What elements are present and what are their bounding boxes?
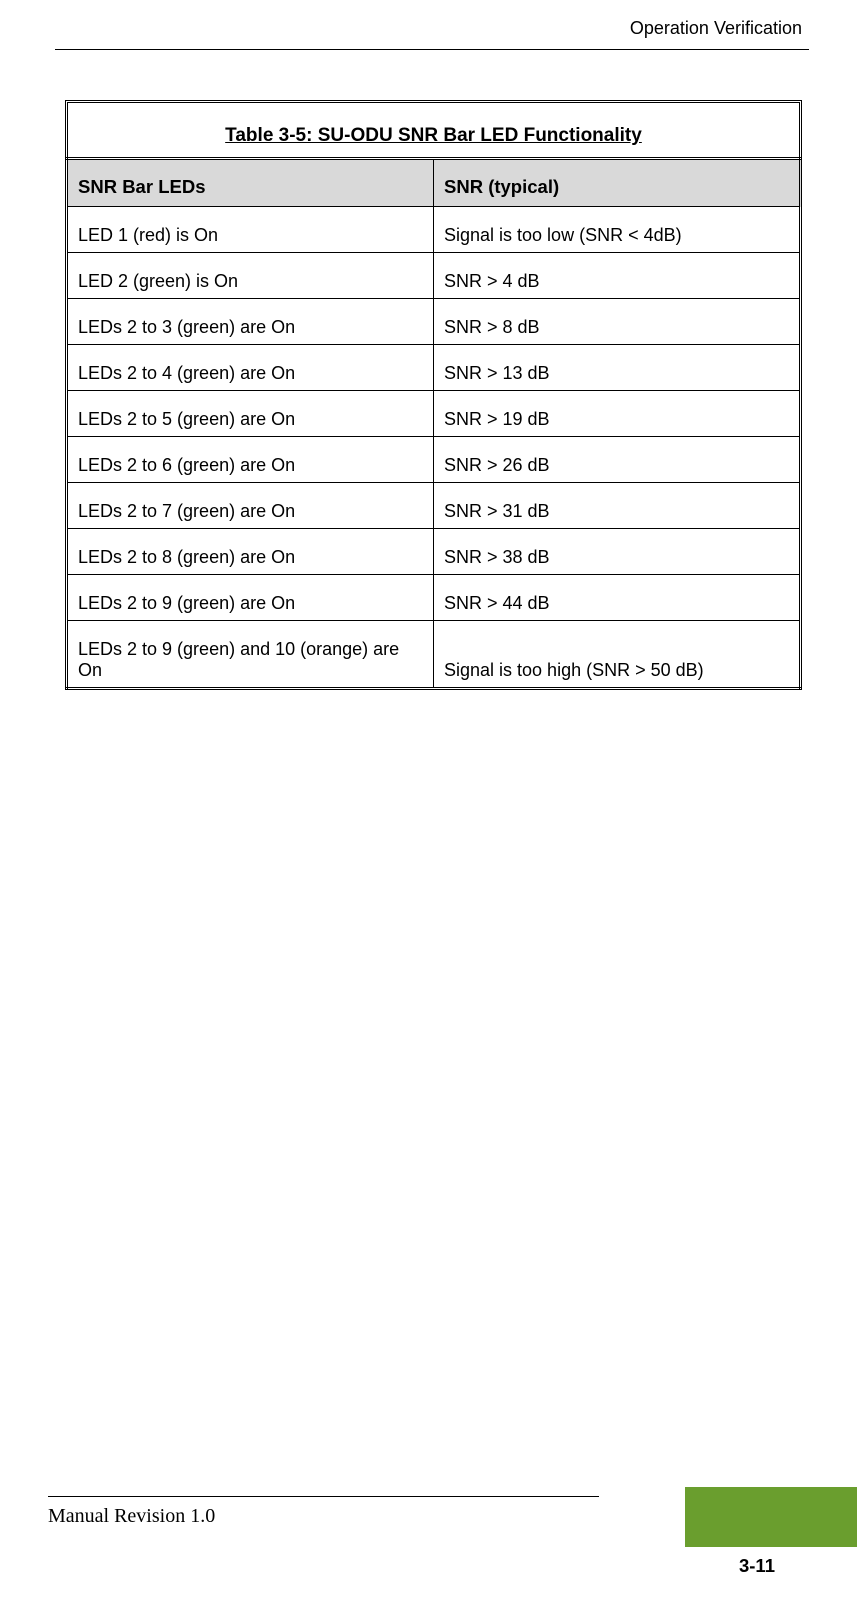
table-row: LED 1 (red) is On Signal is too low (SNR… [67,207,801,253]
table-cell: LEDs 2 to 7 (green) are On [67,483,434,529]
revision-text: Manual Revision 1.0 [48,1505,215,1528]
section-title: Operation Verification [630,18,802,38]
footer-content: Manual Revision 1.0 3-11 [0,1497,857,1605]
table-cell: SNR > 31 dB [434,483,801,529]
table-cell: SNR > 8 dB [434,299,801,345]
table-cell: SNR > 44 dB [434,575,801,621]
table-cell: Signal is too low (SNR < 4dB) [434,207,801,253]
snr-led-table: Table 3-5: SU-ODU SNR Bar LED Functional… [65,100,802,690]
table-row: LEDs 2 to 3 (green) are On SNR > 8 dB [67,299,801,345]
table-cell: LEDs 2 to 3 (green) are On [67,299,434,345]
table-cell: LED 2 (green) is On [67,253,434,299]
table-cell: LEDs 2 to 8 (green) are On [67,529,434,575]
page-header: Operation Verification [0,0,857,49]
content-area: Table 3-5: SU-ODU SNR Bar LED Functional… [0,50,857,690]
table-row: LEDs 2 to 9 (green) and 10 (orange) are … [67,621,801,689]
table-cell: SNR > 26 dB [434,437,801,483]
column-header-leds: SNR Bar LEDs [67,159,434,207]
table-row: LEDs 2 to 6 (green) are On SNR > 26 dB [67,437,801,483]
table-row: LEDs 2 to 5 (green) are On SNR > 19 dB [67,391,801,437]
table-row: LEDs 2 to 8 (green) are On SNR > 38 dB [67,529,801,575]
page-number: 3-11 [739,1555,775,1577]
table-cell: Signal is too high (SNR > 50 dB) [434,621,801,689]
footer-accent-block [685,1487,857,1547]
table-row: LED 2 (green) is On SNR > 4 dB [67,253,801,299]
table-cell: SNR > 19 dB [434,391,801,437]
table-cell: LED 1 (red) is On [67,207,434,253]
table-cell: SNR > 38 dB [434,529,801,575]
table-cell: LEDs 2 to 9 (green) are On [67,575,434,621]
table-cell: LEDs 2 to 9 (green) and 10 (orange) are … [67,621,434,689]
table-cell: LEDs 2 to 4 (green) are On [67,345,434,391]
table-body: LED 1 (red) is On Signal is too low (SNR… [67,207,801,689]
table-row: LEDs 2 to 9 (green) are On SNR > 44 dB [67,575,801,621]
table-row: LEDs 2 to 7 (green) are On SNR > 31 dB [67,483,801,529]
table-cell: SNR > 4 dB [434,253,801,299]
page-footer: Manual Revision 1.0 3-11 [0,1496,857,1606]
table-header-row: SNR Bar LEDs SNR (typical) [67,159,801,207]
table-caption: Table 3-5: SU-ODU SNR Bar LED Functional… [65,100,802,157]
table-row: LEDs 2 to 4 (green) are On SNR > 13 dB [67,345,801,391]
table-cell: LEDs 2 to 6 (green) are On [67,437,434,483]
table-cell: SNR > 13 dB [434,345,801,391]
table-cell: LEDs 2 to 5 (green) are On [67,391,434,437]
column-header-snr: SNR (typical) [434,159,801,207]
